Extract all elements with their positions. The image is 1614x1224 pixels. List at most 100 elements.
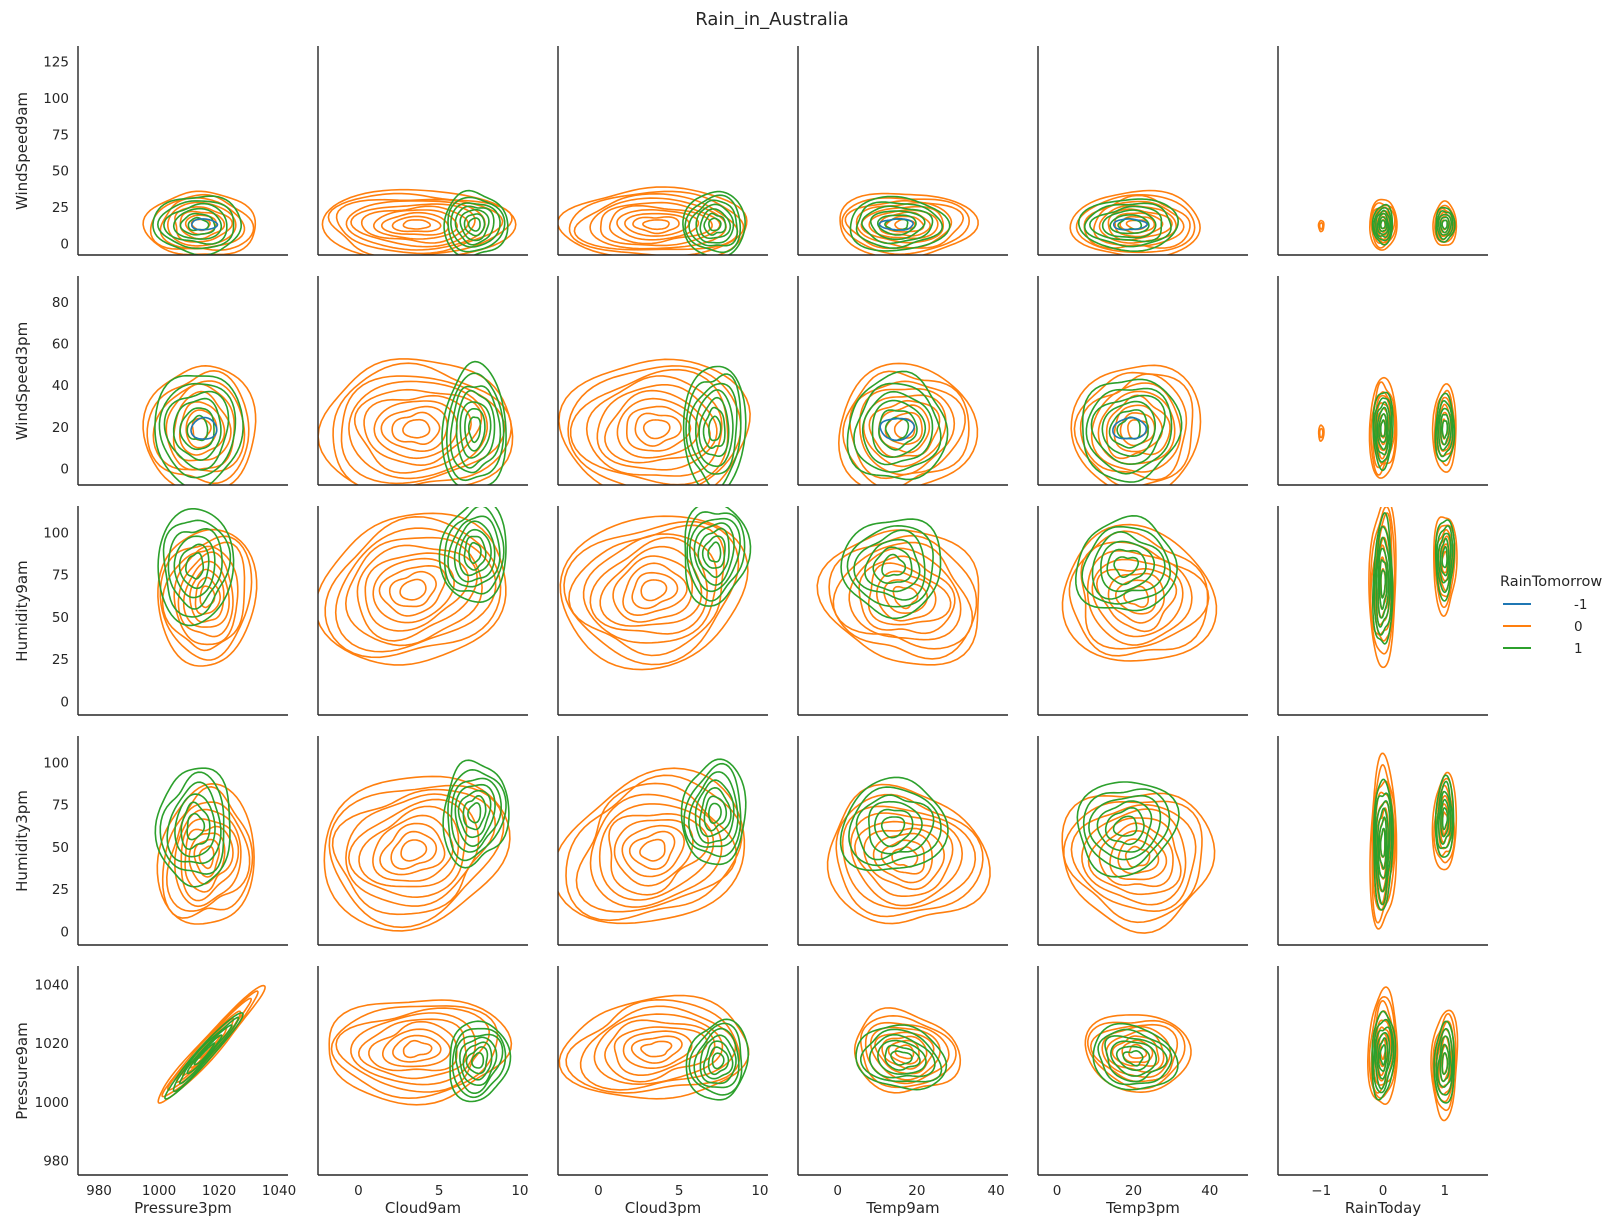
kde-contour-1: [1436, 525, 1454, 594]
y-tick-label: 25: [52, 200, 69, 216]
kde-contour-0: [1431, 771, 1458, 871]
kde-contour-0: [839, 192, 979, 255]
kde-contour-1: [1092, 1022, 1179, 1091]
kde-contour-1: [685, 1018, 749, 1101]
kde-contour-1: [154, 767, 231, 888]
kde-contour-0: [1093, 200, 1185, 247]
kde-contour-0: [185, 409, 218, 449]
kde-contour-1: [173, 535, 216, 599]
kde-contour-0: [1087, 1019, 1186, 1090]
kde-contour-1: [874, 808, 914, 848]
kde-contour-1: [1379, 1044, 1387, 1066]
kde-contour-0: [585, 375, 723, 477]
kde-contour-1: [1441, 219, 1448, 230]
kde-contour-1: [846, 525, 934, 608]
kde-contour-0: [331, 788, 497, 916]
kde-contour-1: [872, 546, 913, 584]
kde-contour-1: [172, 1016, 240, 1093]
x-tick-label: −1: [1311, 1183, 1331, 1199]
kde-contour-0: [826, 783, 991, 925]
kde-contour-1: [462, 795, 487, 831]
panel-WindSpeed9am-vs-Temp3pm: [1037, 46, 1248, 256]
y-tick-label: 100: [43, 755, 69, 771]
kde-contour-1: [459, 1036, 498, 1086]
kde-contour-1: [1436, 780, 1454, 850]
kde-contour-1: [1435, 206, 1456, 243]
kde-contour-0: [323, 775, 511, 932]
kde-contour-1: [1109, 214, 1150, 235]
kde-contour-0: [582, 533, 718, 644]
kde-contour-1: [186, 1034, 223, 1075]
panel-Humidity9am-vs-Cloud3pm: [557, 506, 768, 716]
y-tick-label: 75: [52, 568, 69, 584]
kde-contour-1: [1435, 1028, 1454, 1096]
kde-contour-0: [894, 218, 916, 231]
kde-contour-0: [558, 186, 748, 255]
panel-WindSpeed9am-vs-Cloud9am: [317, 46, 528, 256]
y-axis-label: WindSpeed9am: [13, 92, 31, 210]
kde-contour-1: [1088, 794, 1162, 861]
kde-contour-1: [855, 1024, 948, 1091]
kde-contour-0: [1091, 558, 1184, 638]
kde-contour-0: [353, 388, 483, 474]
kde-contour-0: [838, 362, 979, 485]
kde-contour-0: [172, 390, 232, 462]
kde-contour-1: [1373, 778, 1394, 911]
kde-contour-1: [1378, 816, 1388, 870]
y-tick-label: 0: [60, 236, 69, 252]
y-tick-label: 0: [60, 924, 69, 940]
kde-contour-1: [1101, 400, 1156, 457]
kde-contour-0: [1073, 371, 1194, 485]
kde-contour-0: [1432, 200, 1458, 246]
kde-contour-1: [1115, 1045, 1151, 1072]
kde-contour-0: [402, 219, 432, 230]
kde-contour-1: [162, 519, 232, 618]
kde-contour-1: [1081, 378, 1183, 483]
y-tick-label: 1040: [35, 978, 69, 994]
kde-contour-1: [1378, 216, 1388, 233]
kde-contour-1: [442, 759, 510, 869]
kde-contour--1: [1113, 218, 1149, 231]
kde-contour-0: [161, 786, 254, 919]
panel-WindSpeed3pm-vs-Cloud3pm: [557, 276, 768, 486]
kde-contour-1: [1076, 781, 1180, 878]
kde-contour-0: [174, 206, 233, 243]
kde-contour-0: [328, 784, 505, 929]
kde-contour-1: [166, 781, 222, 865]
kde-contour-1: [855, 201, 944, 249]
kde-contour-0: [832, 541, 974, 650]
kde-contour-1: [708, 415, 722, 442]
kde-contour--1: [191, 218, 219, 231]
kde-contour-1: [167, 528, 223, 610]
kde-contour--1: [879, 417, 915, 442]
kde-contour-0: [1101, 1025, 1172, 1078]
kde-contour-0: [149, 193, 255, 251]
kde-contour-1: [698, 396, 730, 457]
kde-contour-1: [1378, 559, 1388, 610]
kde-contour-1: [458, 528, 492, 577]
kde-contour-0: [599, 201, 721, 247]
x-axis-label: Cloud3pm: [625, 1199, 702, 1217]
kde-contour-0: [1369, 198, 1398, 251]
kde-contour-1: [1083, 202, 1172, 248]
kde-contour-1: [1085, 387, 1173, 475]
kde-contour-1: [468, 416, 482, 444]
kde-contour-1: [1441, 807, 1449, 831]
kde-contour-1: [1373, 206, 1392, 242]
panel-Humidity3pm-vs-Temp3pm: [1037, 736, 1248, 946]
kde-contour-0: [1098, 822, 1174, 888]
x-tick-label: 1040: [262, 1183, 296, 1199]
kde-contour-1: [1434, 392, 1456, 463]
kde-contour-1: [1112, 815, 1138, 837]
x-tick-label: 20: [1125, 1183, 1142, 1199]
kde-contour-0: [1431, 383, 1457, 473]
kde-contour-1: [849, 195, 951, 252]
kde-contour-0: [835, 793, 984, 918]
kde-contour-0: [608, 204, 713, 245]
kde-contour-1: [683, 762, 742, 858]
x-axis-label: Cloud9am: [385, 1199, 461, 1217]
kde-contour-1: [1380, 419, 1387, 438]
kde-contour-1: [1380, 219, 1387, 230]
x-tick-label: 0: [833, 1183, 842, 1199]
kde-contour-1: [1374, 792, 1393, 906]
